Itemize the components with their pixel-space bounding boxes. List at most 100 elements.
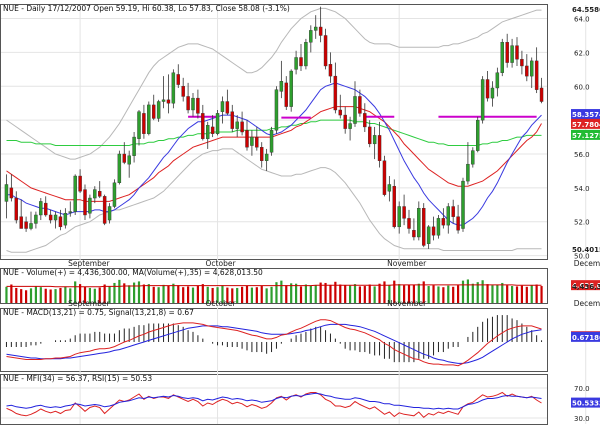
candle-body xyxy=(387,184,392,192)
rsi-panel-title: NUE - MFI(34) = 56.37, RSI(15) = 50.53 xyxy=(3,374,152,383)
candle-body xyxy=(490,87,495,99)
candle-body xyxy=(530,60,534,77)
candle-body xyxy=(397,206,401,228)
candle-body xyxy=(255,136,259,148)
rsi-panel xyxy=(6,391,542,418)
rsi-line xyxy=(6,391,542,418)
candle-body xyxy=(58,216,63,228)
candle-body xyxy=(107,206,112,221)
price-value-label: 58.3574 xyxy=(572,111,600,119)
candle-body xyxy=(476,119,480,151)
volume-xtick-label: December xyxy=(574,299,600,308)
candle-body xyxy=(186,96,190,111)
candle-body xyxy=(78,175,82,192)
candle-body xyxy=(363,113,367,128)
candle-body xyxy=(417,207,421,238)
price-ytick-label: 56.0 xyxy=(574,151,590,159)
price-ytick-label: 50.0 xyxy=(574,253,590,261)
candle-body xyxy=(63,213,68,226)
price-ytick-label: 62.0 xyxy=(574,49,590,57)
price-xtick-label: December xyxy=(574,259,600,268)
candle-body xyxy=(112,182,117,207)
candle-body xyxy=(181,86,185,97)
candle-body xyxy=(152,104,156,119)
candle-body xyxy=(73,175,77,212)
candle-body xyxy=(431,226,436,236)
candle-body xyxy=(510,45,514,63)
rsi-value-label: 50.5333 xyxy=(572,400,600,408)
candle-body xyxy=(161,99,166,102)
candle-body xyxy=(534,60,539,90)
price-ytick-label: 64.0 xyxy=(574,16,590,24)
macd-value-label: 0.671863 xyxy=(572,334,600,342)
candle-body xyxy=(201,113,205,139)
bollinger-upper-line xyxy=(6,7,542,160)
candle-body xyxy=(520,58,524,67)
candle-body xyxy=(137,111,141,139)
candle-body xyxy=(4,184,9,202)
candle-body xyxy=(264,153,269,161)
macd-panel-title: NUE - MACD(13,21) = 0.75, Signal(13,21,8… xyxy=(3,308,194,317)
candle-body xyxy=(358,96,362,114)
candle-body xyxy=(422,207,426,246)
moving-average-short-line xyxy=(6,82,542,226)
candle-body xyxy=(392,185,396,228)
gridlines xyxy=(1,5,587,424)
volume-xtick-label: September xyxy=(68,299,110,308)
candle-body xyxy=(515,45,519,60)
candle-body xyxy=(525,65,529,77)
candle-body xyxy=(343,114,347,129)
candle-body xyxy=(24,221,28,229)
candle-body xyxy=(117,153,122,184)
candle-body xyxy=(338,109,342,116)
moving-average-mid-line xyxy=(6,106,542,202)
macd-panel xyxy=(5,315,543,367)
macd-line xyxy=(6,319,542,367)
volume-panel-title: NUE - Volume(+) = 4,436,300.00, MA(Volum… xyxy=(3,268,263,277)
moving-average-long-line xyxy=(6,119,542,146)
candle-body xyxy=(206,125,210,139)
volume-xtick-label: November xyxy=(387,299,427,308)
candle-body xyxy=(147,104,151,134)
candle-body xyxy=(196,97,200,114)
price-value-label: 50.4015 xyxy=(572,246,600,254)
candle-body xyxy=(299,57,303,67)
candle-body xyxy=(466,163,470,182)
price-value-label-bg xyxy=(571,109,600,120)
candle-body xyxy=(215,113,220,134)
macd-signal-line xyxy=(6,323,542,364)
mfi-line xyxy=(6,392,542,410)
candle-body xyxy=(505,42,509,63)
candle-body xyxy=(441,218,446,226)
price-value-label-bg xyxy=(571,118,600,129)
candle-body xyxy=(44,202,48,216)
price-ytick-label: 54.0 xyxy=(574,185,590,193)
candle-body xyxy=(122,153,126,163)
candle-body xyxy=(166,99,171,104)
candle-body xyxy=(407,218,411,229)
candle-body xyxy=(19,216,23,229)
candle-body xyxy=(294,57,298,70)
candle-body xyxy=(500,42,504,73)
volume-moving-average-line xyxy=(6,284,542,288)
volume-value-label: 4,628,013.5 xyxy=(572,282,600,290)
candle-body xyxy=(93,189,97,199)
candle-body xyxy=(250,136,254,146)
candle-body xyxy=(260,147,264,161)
candle-body xyxy=(235,121,239,129)
candle-body xyxy=(53,214,58,221)
price-ytick-label: 52.0 xyxy=(574,219,590,227)
candle-body xyxy=(451,206,455,217)
candle-body xyxy=(225,101,230,114)
candle-body xyxy=(176,74,180,85)
candle-body xyxy=(240,121,244,133)
candle-body xyxy=(377,135,382,161)
candle-body xyxy=(318,26,323,36)
candle-body xyxy=(191,97,195,111)
candle-body xyxy=(314,26,318,31)
candle-body xyxy=(402,206,406,219)
candle-body xyxy=(230,111,234,129)
candle-body xyxy=(471,150,475,165)
candle-body xyxy=(48,214,53,221)
candle-body xyxy=(304,42,308,67)
